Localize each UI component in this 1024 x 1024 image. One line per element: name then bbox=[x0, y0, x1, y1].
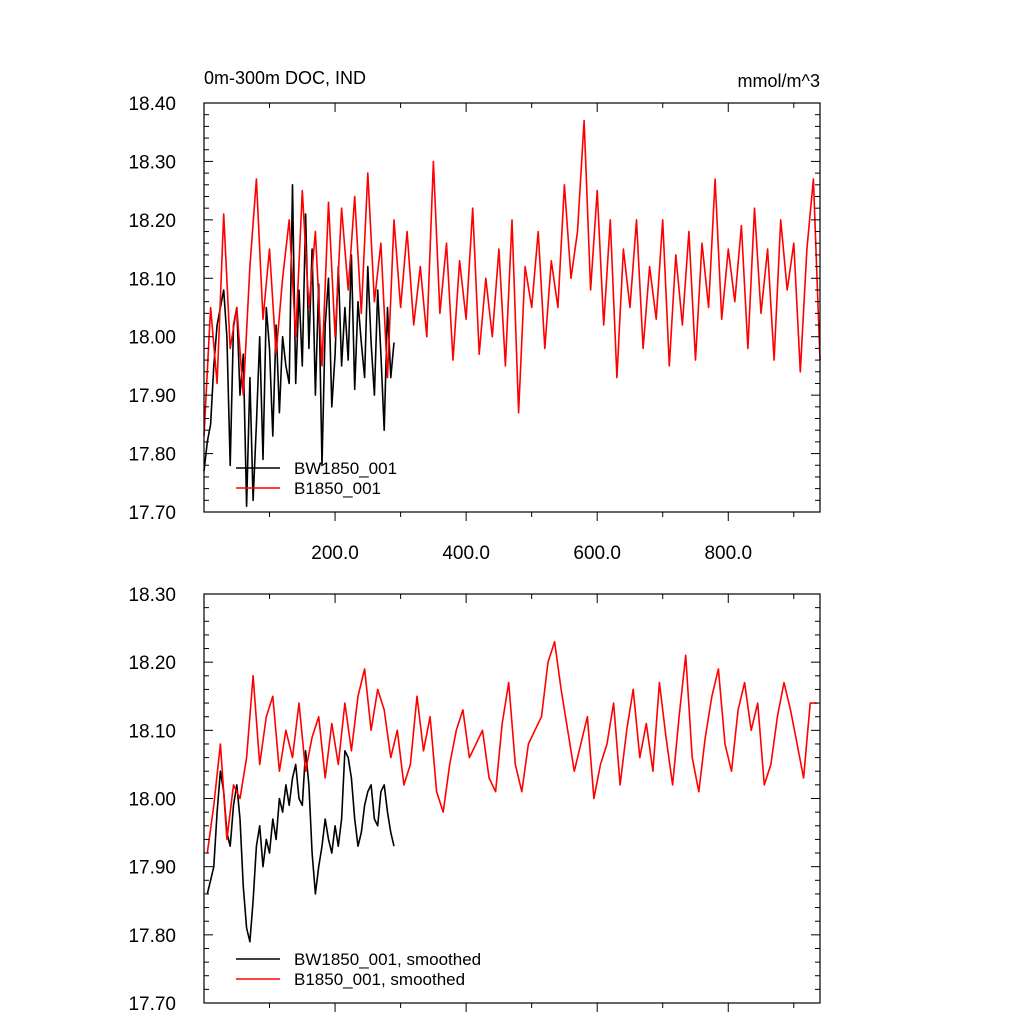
y-tick-label: 18.20 bbox=[128, 211, 176, 232]
figure-title: 0m-300m DOC, IND bbox=[204, 68, 366, 88]
y-tick-label: 17.90 bbox=[128, 858, 176, 879]
y-tick-label: 18.30 bbox=[128, 152, 176, 173]
plot-frame bbox=[203, 593, 821, 1004]
y-tick-label: 18.10 bbox=[128, 721, 176, 742]
legend-label-2: B1850_001 bbox=[294, 479, 381, 498]
bottom-panel: 17.70 17.80 17.90 18.00 18.10 18.20 18.30 BW185… bbox=[128, 585, 821, 1015]
legend-label-2: B1850_001, smoothed bbox=[294, 970, 465, 989]
y-tick-label: 18.20 bbox=[128, 653, 176, 674]
x-tick-label: 600.0 bbox=[573, 543, 621, 564]
y-tick-label: 18.00 bbox=[128, 328, 176, 349]
series-line-2 bbox=[206, 640, 817, 854]
plot-frame bbox=[203, 102, 821, 513]
y-tick-label: 17.80 bbox=[128, 926, 176, 947]
top-panel: 17.70 17.80 17.90 18.00 18.10 18.20 18.30 18.40… bbox=[128, 94, 821, 564]
y-tick-label: 18.30 bbox=[128, 585, 176, 606]
series-line-1 bbox=[206, 749, 395, 943]
units-label: mmol/m^3 bbox=[738, 71, 820, 91]
x-tick-label: 200.0 bbox=[311, 543, 359, 564]
y-tick-label: 17.70 bbox=[128, 994, 176, 1015]
series-line-2 bbox=[203, 119, 821, 437]
y-tick-label: 17.90 bbox=[128, 386, 176, 407]
y-tick-label: 18.10 bbox=[128, 269, 176, 290]
x-tick-label: 400.0 bbox=[442, 543, 490, 564]
y-tick-label: 18.40 bbox=[128, 94, 176, 115]
y-tick-label: 17.70 bbox=[128, 503, 176, 524]
legend-label-1: BW1850_001, smoothed bbox=[294, 950, 481, 969]
y-tick-label: 18.00 bbox=[128, 790, 176, 811]
legend-label-1: BW1850_001 bbox=[294, 459, 397, 478]
y-tick-label: 17.80 bbox=[128, 445, 176, 466]
x-tick-label: 800.0 bbox=[704, 543, 752, 564]
